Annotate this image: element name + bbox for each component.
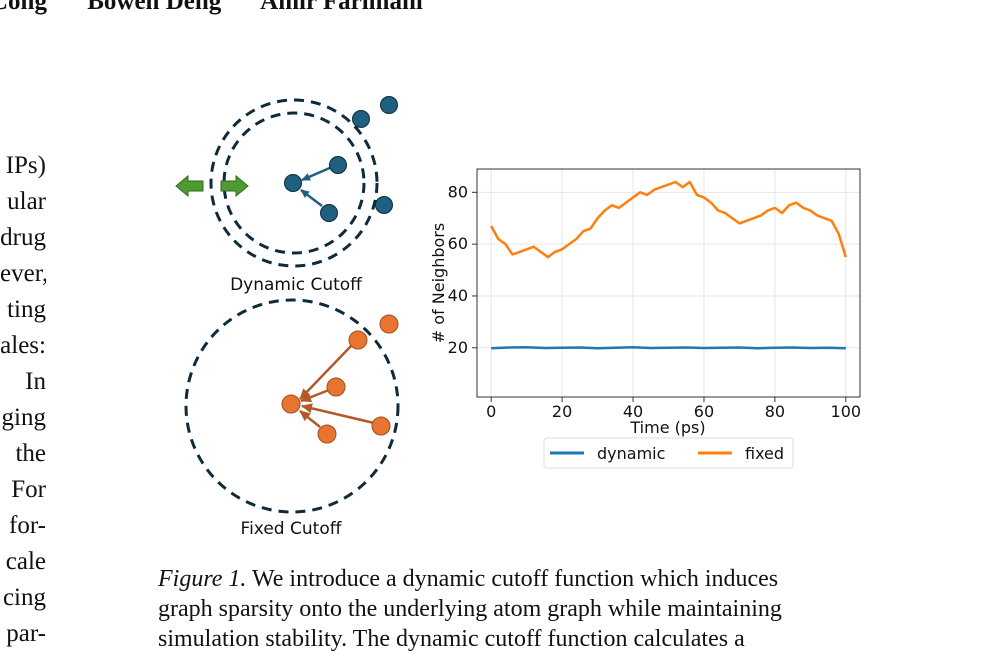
legend-label-dynamic: dynamic: [597, 444, 665, 463]
outside-atom: [352, 110, 370, 128]
body-text-fragment: ging: [1, 404, 46, 431]
figure: Dynamic Cutoff Fixed Cutoff 0 20 40 60 80 100…: [175, 96, 861, 539]
outside-atom: [380, 96, 398, 114]
body-text-fragment: the: [15, 440, 46, 467]
x-tick-label: 60: [694, 402, 714, 421]
x-axis-label: Time (ps): [629, 418, 705, 437]
neighbor-atom: [317, 424, 337, 444]
series-line-fixed: [490, 180, 847, 259]
neighbors-line-chart: 0 20 40 60 80 100 20 40 60 80 Time (ps) # of Neig…: [429, 168, 861, 469]
outside-atom: [379, 314, 399, 334]
body-text-fragment: par-: [6, 620, 46, 647]
chart-grid: [477, 169, 860, 397]
dynamic-cutoff-label: Dynamic Cutoff: [230, 275, 363, 295]
series-line-dynamic: [491, 346, 846, 350]
legend-label-fixed: fixed: [745, 444, 784, 463]
body-text-fragment: In: [25, 368, 46, 395]
x-tick-label: 0: [486, 402, 496, 421]
body-text-fragment: cing: [2, 584, 46, 611]
neighbor-atom: [326, 377, 346, 397]
body-text-fragment: ever,: [0, 260, 46, 287]
neighbor-edge: [300, 189, 323, 207]
neighbor-edge: [301, 403, 375, 425]
neighbor-edge: [299, 344, 353, 400]
x-tick-label: 40: [623, 402, 643, 421]
legend: dynamic fixed: [543, 437, 794, 469]
body-text-fragment: ular: [7, 188, 46, 215]
body-text-fragment: For: [11, 476, 46, 503]
dynamic-cutoff-diagram: Dynamic Cutoff: [175, 96, 398, 295]
neighbor-edge: [299, 410, 321, 428]
body-text-fragment: ting: [7, 296, 46, 323]
caption-label: Figure 1.: [158, 566, 247, 592]
neighbor-atom: [371, 416, 391, 436]
series-lines: [490, 180, 847, 350]
x-tick-label: 80: [765, 402, 785, 421]
fixed-cutoff-ring: [184, 298, 400, 514]
x-tick-label: 20: [552, 402, 572, 421]
outer-cutoff-ring: [209, 98, 379, 268]
neighbor-edge: [301, 165, 333, 182]
y-tick-label: 80: [448, 182, 468, 201]
legend-box: [543, 437, 794, 469]
body-text-fragment: drug: [0, 224, 46, 251]
author-line: Cong Bowen Deng Amir Farimani: [0, 0, 457, 28]
body-text-fragment: ales:: [0, 332, 46, 359]
axis-ticks: 0 20 40 60 80 100 20 40 60 80: [448, 182, 861, 421]
body-text-fragment: for-: [9, 512, 46, 539]
y-axis-label: # of Neighbors: [429, 223, 448, 343]
y-tick-label: 60: [448, 234, 468, 253]
caption-line: graph sparsity onto the underlying atom …: [158, 596, 782, 622]
y-tick-label: 40: [448, 286, 468, 305]
y-tick-label: 20: [448, 338, 468, 357]
body-text-fragment: cale: [5, 548, 46, 575]
inner-cutoff-ring: [222, 111, 366, 255]
caption-text: We introduce a dynamic cutoff function w…: [252, 566, 779, 592]
neighbor-atom: [329, 156, 347, 174]
center-atom: [284, 174, 302, 192]
author-name: Cong: [0, 0, 47, 15]
shift-right-arrow-icon: [220, 174, 249, 198]
fixed-cutoff-diagram: Fixed Cutoff: [184, 298, 400, 539]
caption-line: Figure 1. We introduce a dynamic cutoff …: [158, 564, 862, 594]
shift-left-arrow-icon: [175, 174, 204, 198]
neighbor-atom: [320, 204, 338, 222]
body-text-fragment: IPs): [5, 152, 46, 179]
center-atom: [281, 394, 301, 414]
x-tick-label: 100: [831, 402, 862, 421]
fixed-cutoff-label: Fixed Cutoff: [241, 519, 343, 539]
caption-line: simulation stability. The dynamic cutoff…: [158, 626, 745, 652]
outside-atom: [375, 196, 393, 214]
neighbor-atom: [348, 330, 368, 350]
plot-frame: [476, 168, 861, 398]
author-name: Amir Farimani: [260, 0, 423, 15]
neighbor-edge: [300, 388, 330, 403]
left-column-text: IPs) ular drug ever, ting ales: In ging the For fo…: [0, 148, 46, 652]
author-name: Bowen Deng: [87, 0, 222, 15]
